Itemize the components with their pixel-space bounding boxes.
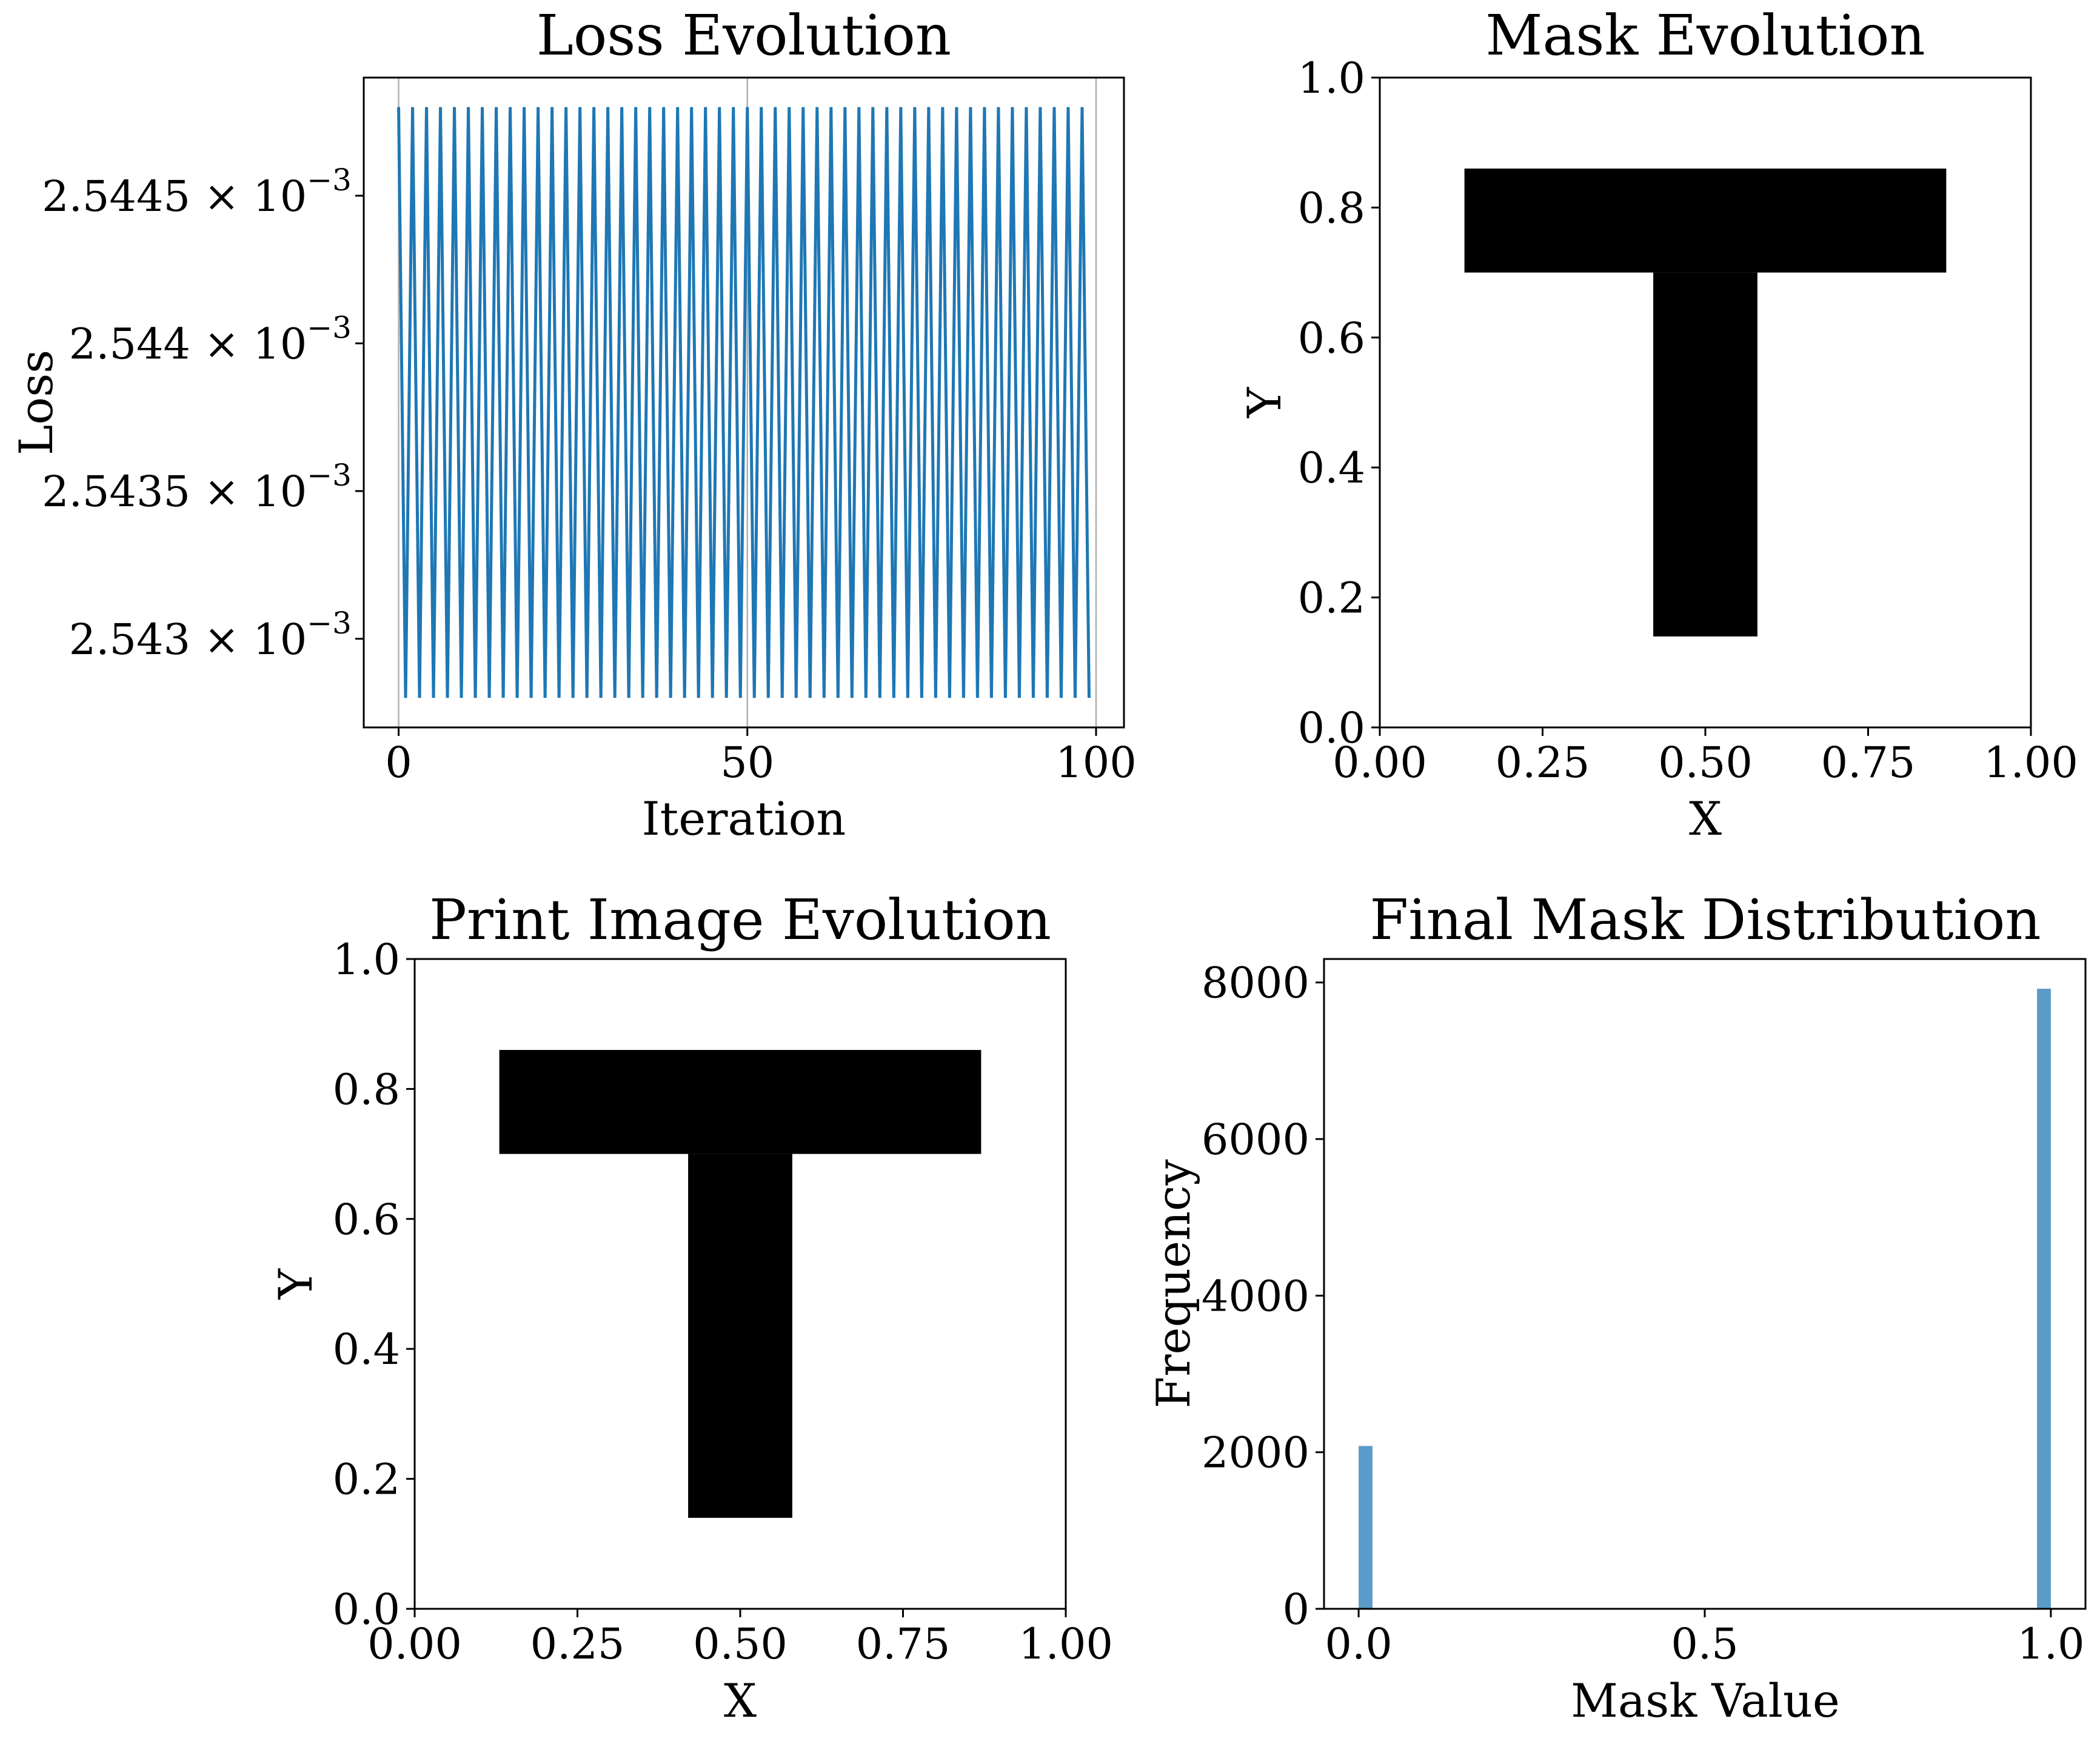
- mask-y-tick-label: 0.0: [1298, 703, 1365, 753]
- hist-y-ticks: 0 2000 4000 6000 8000: [1202, 958, 1324, 1634]
- loss-y-tick-exponent: −3: [307, 458, 352, 493]
- print-x-tick-label: 0.00: [367, 1619, 462, 1669]
- loss-y-tick-mantissa: 2.543 × 10: [69, 615, 307, 664]
- print-image: [499, 1050, 981, 1518]
- hist-bars: [1359, 989, 2051, 1609]
- mask-distribution-panel: Final Mask Distribution 0.0 0.5 1.0 0 2000 4…: [1146, 887, 2087, 1728]
- mask-y-ticks: 0.0 0.2 0.4 0.6 0.8 1.0: [1298, 53, 1380, 753]
- loss-x-ticks: 0 50 100: [385, 727, 1137, 787]
- print-y-ticks: 0.0 0.2 0.4 0.6 0.8 1.0: [333, 935, 415, 1634]
- mask-x-tick-label: 1.00: [1984, 738, 2078, 787]
- loss-y-tick-label: 2.543 × 10−3: [69, 606, 352, 664]
- print-t-crossbar: [499, 1050, 981, 1154]
- mask-x-label: X: [1689, 792, 1722, 846]
- print-y-tick-label: 0.4: [333, 1325, 400, 1374]
- loss-y-tick-label: 2.544 × 10−3: [69, 310, 352, 369]
- print-y-tick-label: 0.2: [333, 1455, 400, 1505]
- loss-y-tick-mantissa: 2.5445 × 10: [42, 172, 307, 221]
- print-x-tick-label: 1.00: [1018, 1619, 1113, 1669]
- loss-evolution-panel: Loss Evolution 0 50 100 2.5445 × 10−32.544…: [9, 3, 1137, 846]
- mask-y-tick-label: 1.0: [1298, 53, 1365, 103]
- mask-t-stem: [1653, 272, 1757, 636]
- print-x-tick-label: 0.75: [856, 1619, 951, 1669]
- hist-x-tick-label: 0.0: [1325, 1619, 1392, 1669]
- loss-y-tick-exponent: −3: [307, 606, 352, 641]
- print-y-label: Y: [269, 1268, 323, 1300]
- print-image-panel: Print Image Evolution 0.00 0.25 0.50 0.75 1.…: [269, 887, 1113, 1728]
- loss-x-tick-label: 0: [385, 738, 412, 787]
- loss-x-label: Iteration: [642, 792, 846, 846]
- hist-title: Final Mask Distribution: [1369, 887, 2041, 952]
- loss-line: [397, 107, 1091, 698]
- mask-title: Mask Evolution: [1485, 3, 1925, 68]
- print-x-tick-label: 0.25: [530, 1619, 625, 1669]
- mask-y-label: Y: [1237, 387, 1291, 418]
- hist-y-tick-label: 8000: [1202, 958, 1309, 1008]
- loss-y-tick-mantissa: 2.544 × 10: [69, 319, 307, 369]
- loss-x-tick-label: 50: [720, 738, 774, 787]
- mask-t-crossbar: [1464, 169, 1947, 273]
- loss-y-label: Loss: [9, 350, 63, 455]
- loss-y-tick-label: 2.5435 × 10−3: [42, 458, 352, 516]
- loss-title: Loss Evolution: [537, 3, 951, 68]
- mask-x-tick-label: 0.25: [1496, 738, 1590, 787]
- hist-x-tick-label: 0.5: [1671, 1619, 1738, 1669]
- hist-x-ticks: 0.0 0.5 1.0: [1325, 1609, 2085, 1669]
- mask-y-tick-label: 0.6: [1298, 313, 1365, 363]
- print-title: Print Image Evolution: [429, 887, 1051, 952]
- hist-y-label: Frequency: [1146, 1159, 1200, 1408]
- mask-y-tick-label: 0.8: [1298, 183, 1365, 233]
- loss-axes-frame: [363, 76, 1125, 729]
- mask-evolution-panel: Mask Evolution 0.00 0.25 0.50 0.75 1.00 0.00…: [1237, 3, 2078, 846]
- print-x-label: X: [724, 1674, 757, 1728]
- mask-x-tick-label: 0.50: [1658, 738, 1753, 787]
- loss-y-ticks: 2.5445 × 10−32.544 × 10−32.5435 × 10−32.…: [42, 162, 364, 664]
- mask-image: [1464, 169, 1947, 636]
- loss-y-tick-mantissa: 2.5435 × 10: [42, 467, 307, 516]
- loss-y-tick-exponent: −3: [307, 310, 352, 345]
- print-x-ticks: 0.00 0.25 0.50 0.75 1.00: [367, 1609, 1113, 1669]
- mask-x-tick-label: 0.75: [1821, 738, 1916, 787]
- hist-bar: [2037, 989, 2051, 1609]
- hist-bar: [1359, 1446, 1373, 1609]
- loss-y-tick-label: 2.5445 × 10−3: [42, 162, 352, 221]
- print-x-tick-label: 0.50: [693, 1619, 787, 1669]
- hist-x-label: Mask Value: [1571, 1674, 1840, 1728]
- hist-y-tick-label: 0: [1282, 1585, 1309, 1634]
- print-y-tick-label: 0.6: [333, 1195, 400, 1245]
- mask-x-tick-label: 0.00: [1333, 738, 1427, 787]
- loss-series: [397, 107, 1091, 698]
- hist-y-tick-label: 6000: [1202, 1115, 1309, 1164]
- hist-y-tick-label: 4000: [1202, 1271, 1309, 1321]
- print-t-stem: [688, 1154, 792, 1518]
- hist-y-tick-label: 2000: [1202, 1428, 1309, 1478]
- print-y-tick-label: 0.8: [333, 1064, 400, 1114]
- loss-x-tick-label: 100: [1055, 738, 1137, 787]
- loss-y-tick-exponent: −3: [307, 162, 352, 198]
- mask-y-tick-label: 0.4: [1298, 443, 1365, 493]
- mask-x-ticks: 0.00 0.25 0.50 0.75 1.00: [1333, 727, 2078, 787]
- print-y-tick-label: 0.0: [333, 1585, 400, 1634]
- mask-y-tick-label: 0.2: [1298, 573, 1365, 623]
- print-y-tick-label: 1.0: [333, 935, 400, 984]
- hist-x-tick-label: 1.0: [2017, 1619, 2084, 1669]
